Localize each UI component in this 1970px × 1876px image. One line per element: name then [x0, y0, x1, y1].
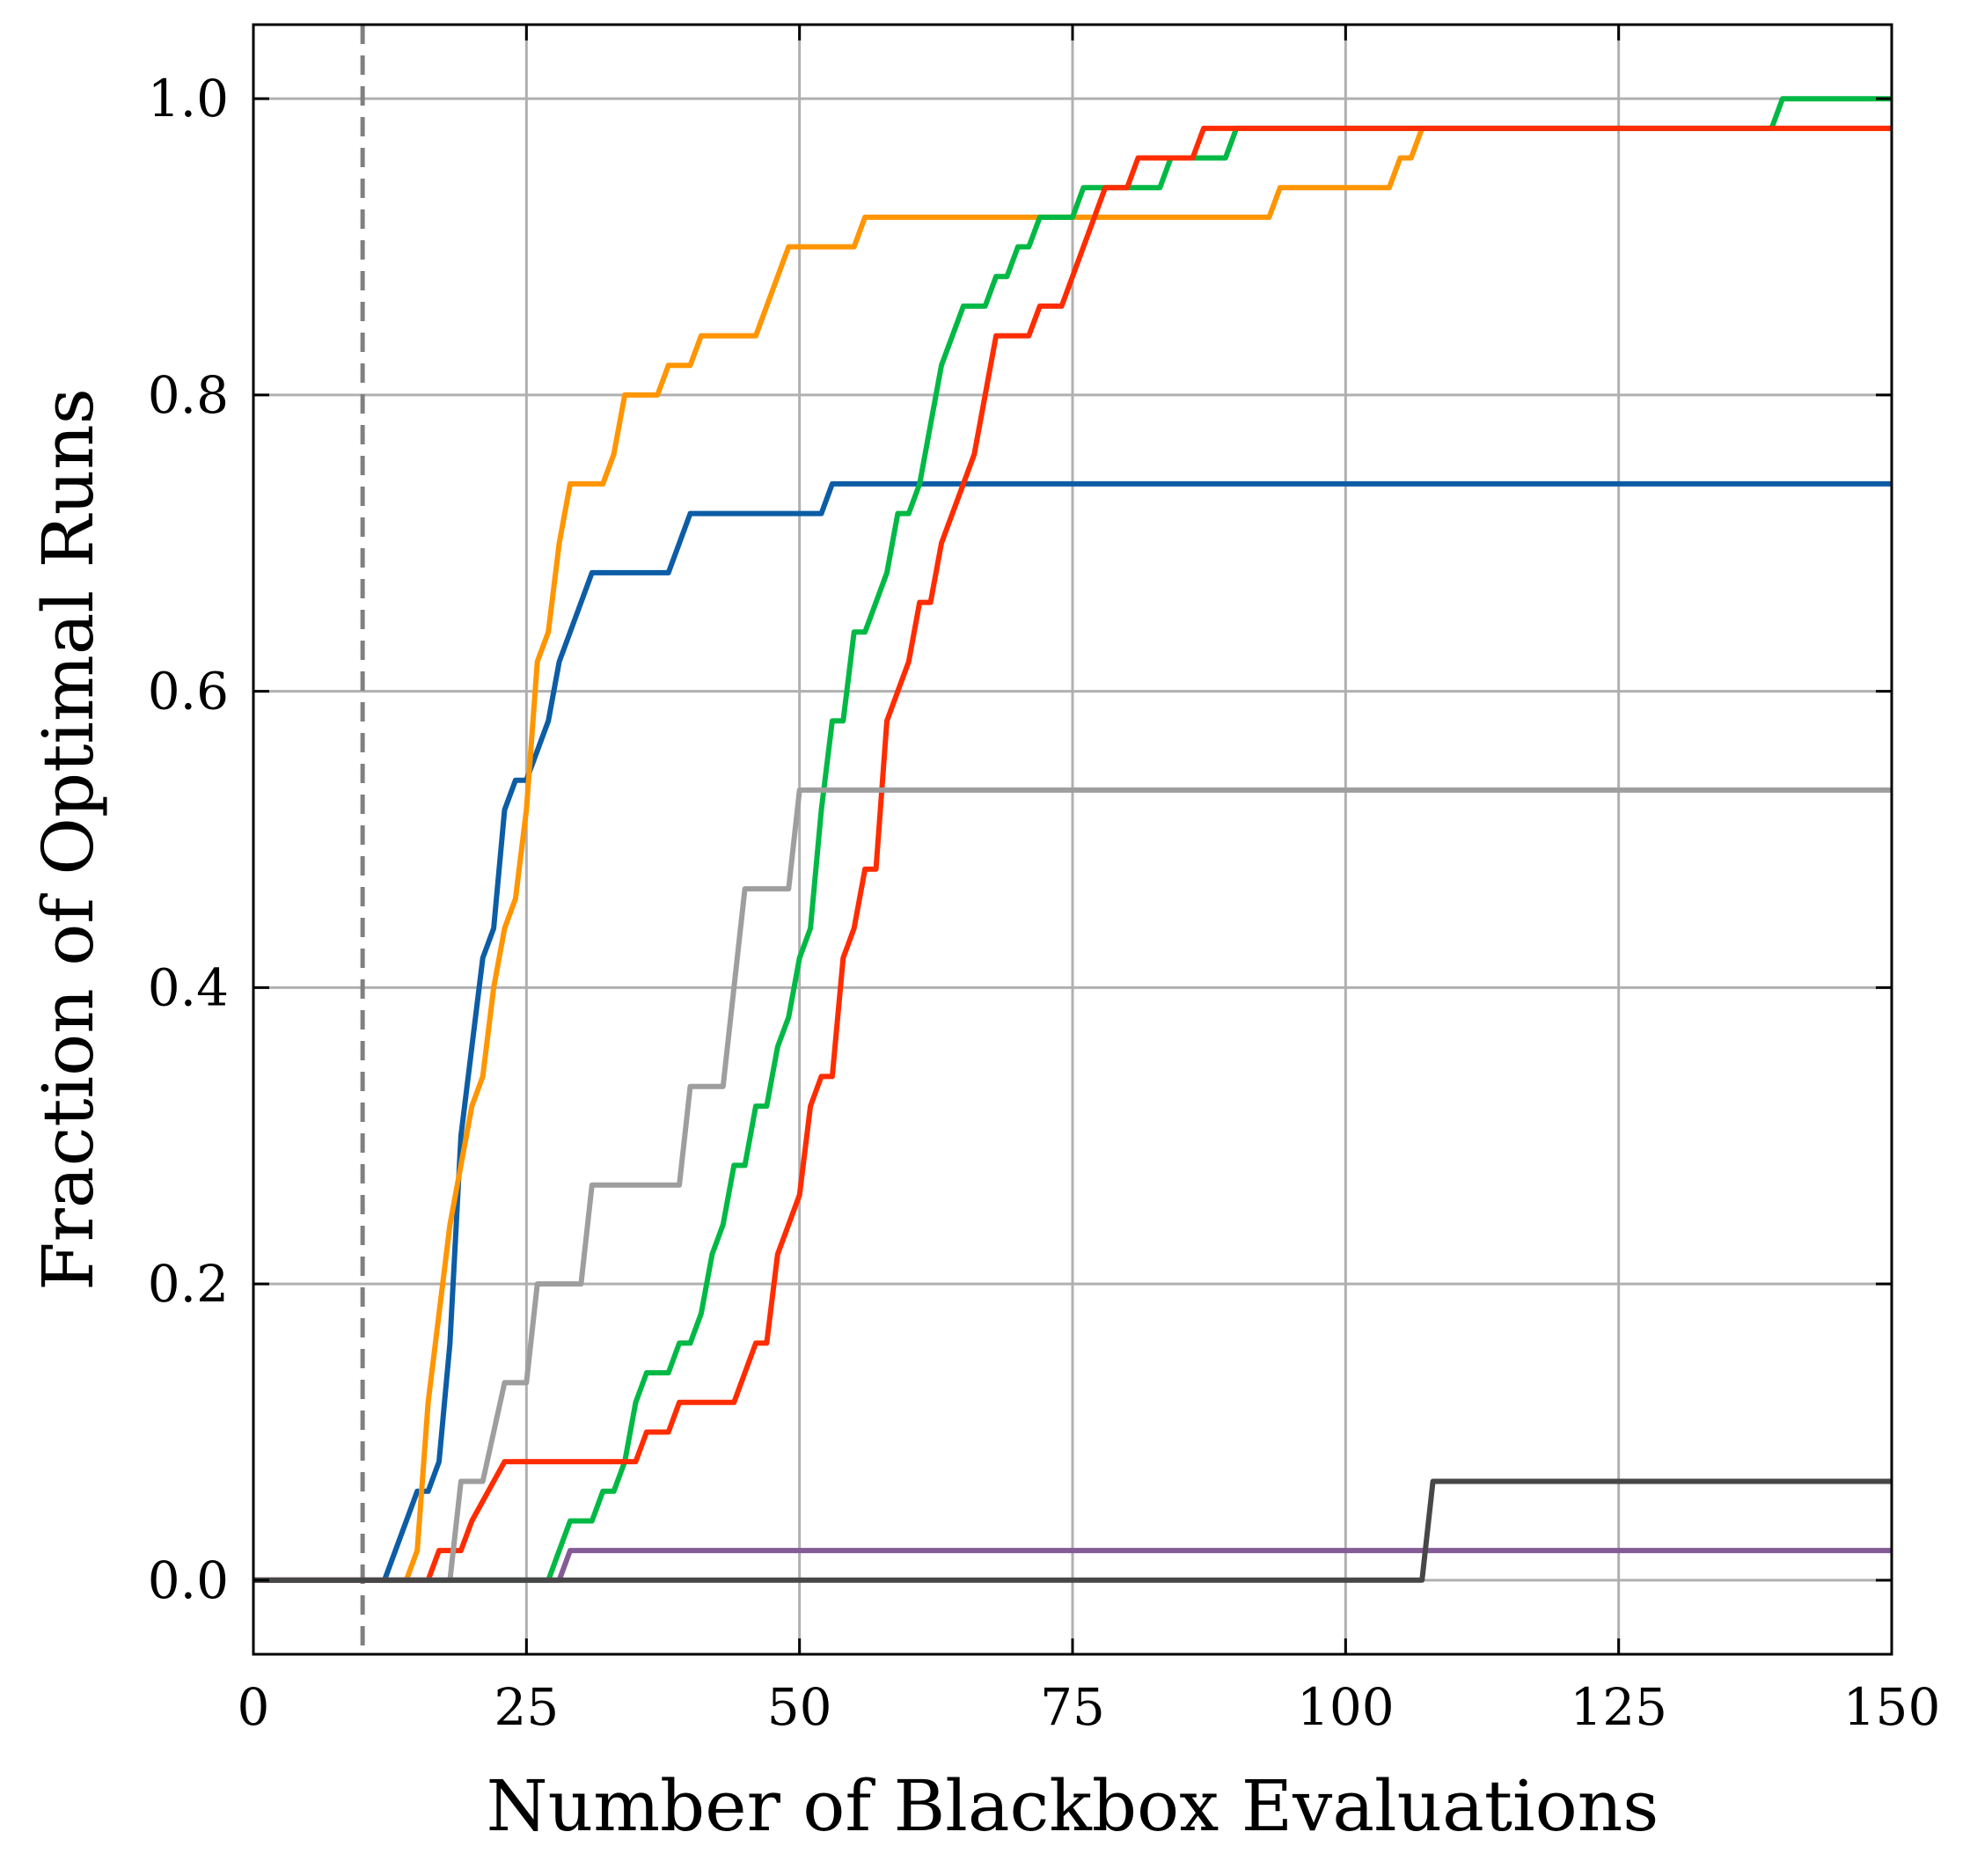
x-tick-label: 125: [1570, 1677, 1667, 1737]
y-tick-label: 1.0: [148, 69, 229, 128]
x-tick-label: 100: [1297, 1677, 1395, 1737]
x-tick-label: 150: [1843, 1677, 1941, 1737]
series-line-1: [253, 480, 1892, 1583]
series-line-3: [253, 96, 1892, 1583]
x-tick-label: 25: [494, 1677, 559, 1737]
grid: [252, 25, 1893, 1654]
series-line-2: [253, 125, 1892, 1583]
series-line-5: [253, 787, 1892, 1583]
series-line-7: [253, 1478, 1892, 1583]
y-tick-label: 0.0: [148, 1550, 229, 1610]
y-tick-label: 0.4: [148, 957, 229, 1017]
y-tick-label: 0.2: [148, 1254, 229, 1314]
x-tick-label: 50: [767, 1677, 832, 1737]
y-tick-labels: 0.0 0.2 0.4 0.6 0.8 1.0: [148, 69, 229, 1610]
x-tick-label: 75: [1040, 1677, 1105, 1737]
x-tick-labels: 0 25 50 75 100 125 150: [238, 1677, 1941, 1737]
x-axis-label: Number of Blackbox Evaluations: [487, 1765, 1659, 1847]
y-axis-label: Fraction of Optimal Runs: [27, 388, 109, 1291]
ticks: [252, 25, 1893, 1654]
x-tick-label: 0: [238, 1677, 270, 1737]
series-line-4: [253, 125, 1892, 1583]
y-tick-label: 0.8: [148, 365, 229, 425]
series-lines: [253, 96, 1892, 1583]
y-tick-label: 0.6: [148, 662, 229, 722]
